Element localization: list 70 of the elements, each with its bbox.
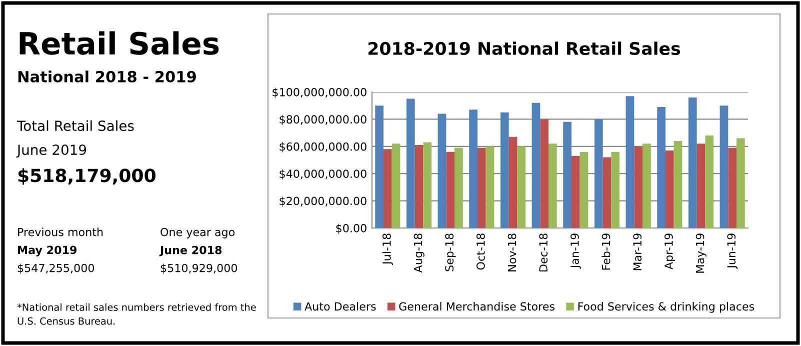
x-tick-label: Mar-19 (633, 234, 642, 270)
text: Total Retail Sales (16, 120, 134, 132)
bar (642, 144, 651, 228)
bar (665, 150, 674, 228)
legend-label: Food Services & drinking places (578, 302, 754, 313)
x-tick-label: Dec-18 (539, 234, 548, 272)
x-tick-label: Jun-19 (727, 234, 738, 269)
chart-title: 2018-2019 National Retail Sales (368, 42, 680, 56)
bar (508, 136, 518, 228)
bar (500, 112, 509, 228)
bar (423, 142, 432, 228)
bar (540, 119, 549, 228)
bar (375, 106, 384, 228)
bar (705, 136, 714, 228)
x-tick-label: Apr-19 (664, 234, 676, 270)
text: *National retail sales numbers retrieved from the U.S. Census Bureau. (17, 303, 256, 325)
bar (611, 152, 620, 228)
bar (438, 114, 446, 228)
x-tick-label: Aug-18 (414, 234, 424, 273)
bar (696, 144, 706, 228)
bar (688, 97, 697, 228)
bar (580, 152, 588, 228)
text: $547,255,000 (18, 264, 94, 274)
x-tick-label: Oct-18 (476, 234, 485, 270)
text: May 2019 (18, 246, 77, 256)
bar (594, 119, 603, 228)
bar (414, 145, 424, 228)
bar (674, 140, 682, 228)
text: $518,179,000 (18, 168, 156, 185)
bar (406, 98, 415, 228)
x-tick-label: Feb-19 (602, 234, 610, 270)
bar (736, 138, 745, 228)
bar (446, 152, 455, 228)
bar (469, 110, 478, 228)
y-tick-label: $40,000,000.00 (280, 169, 366, 180)
text: One year ago (160, 228, 235, 238)
y-tick-label: $0.00 (336, 224, 366, 234)
bar (532, 102, 540, 228)
bar (392, 144, 400, 228)
bar (517, 146, 526, 228)
bar (626, 96, 634, 228)
bar (486, 146, 494, 228)
y-tick-label: $100,000,000.00 (272, 88, 366, 98)
text: National 2018 - 2019 (18, 70, 196, 82)
bar (720, 106, 728, 228)
x-tick-label: Jul-18 (382, 234, 393, 265)
y-tick-label: $80,000,000.00 (280, 114, 366, 126)
bar (383, 149, 392, 228)
y-tick-label: $60,000,000.00 (280, 142, 366, 152)
legend-label: General Merchandise Stores (399, 302, 555, 311)
text: June 2019 (16, 144, 86, 158)
bar (634, 146, 643, 228)
x-tick-label: Nov-18 (508, 234, 516, 272)
bar (548, 144, 557, 228)
bar (563, 122, 572, 228)
x-tick-label: Jan-19 (570, 234, 581, 269)
bar (477, 148, 486, 228)
text: $510,929,000 (160, 264, 238, 274)
bar (571, 156, 580, 228)
y-tick-label: $20,000,000.00 (280, 196, 366, 207)
text: Previous month (18, 228, 103, 236)
bar (728, 148, 737, 228)
bar (657, 106, 666, 228)
legend-label: Auto Dealers (304, 302, 376, 311)
bar (454, 148, 463, 228)
x-tick-label: Sep-18 (445, 234, 456, 272)
bar (602, 157, 612, 228)
text: June 2018 (159, 246, 222, 256)
x-tick-label: May-19 (696, 234, 706, 273)
text: Retail Sales (20, 31, 219, 55)
